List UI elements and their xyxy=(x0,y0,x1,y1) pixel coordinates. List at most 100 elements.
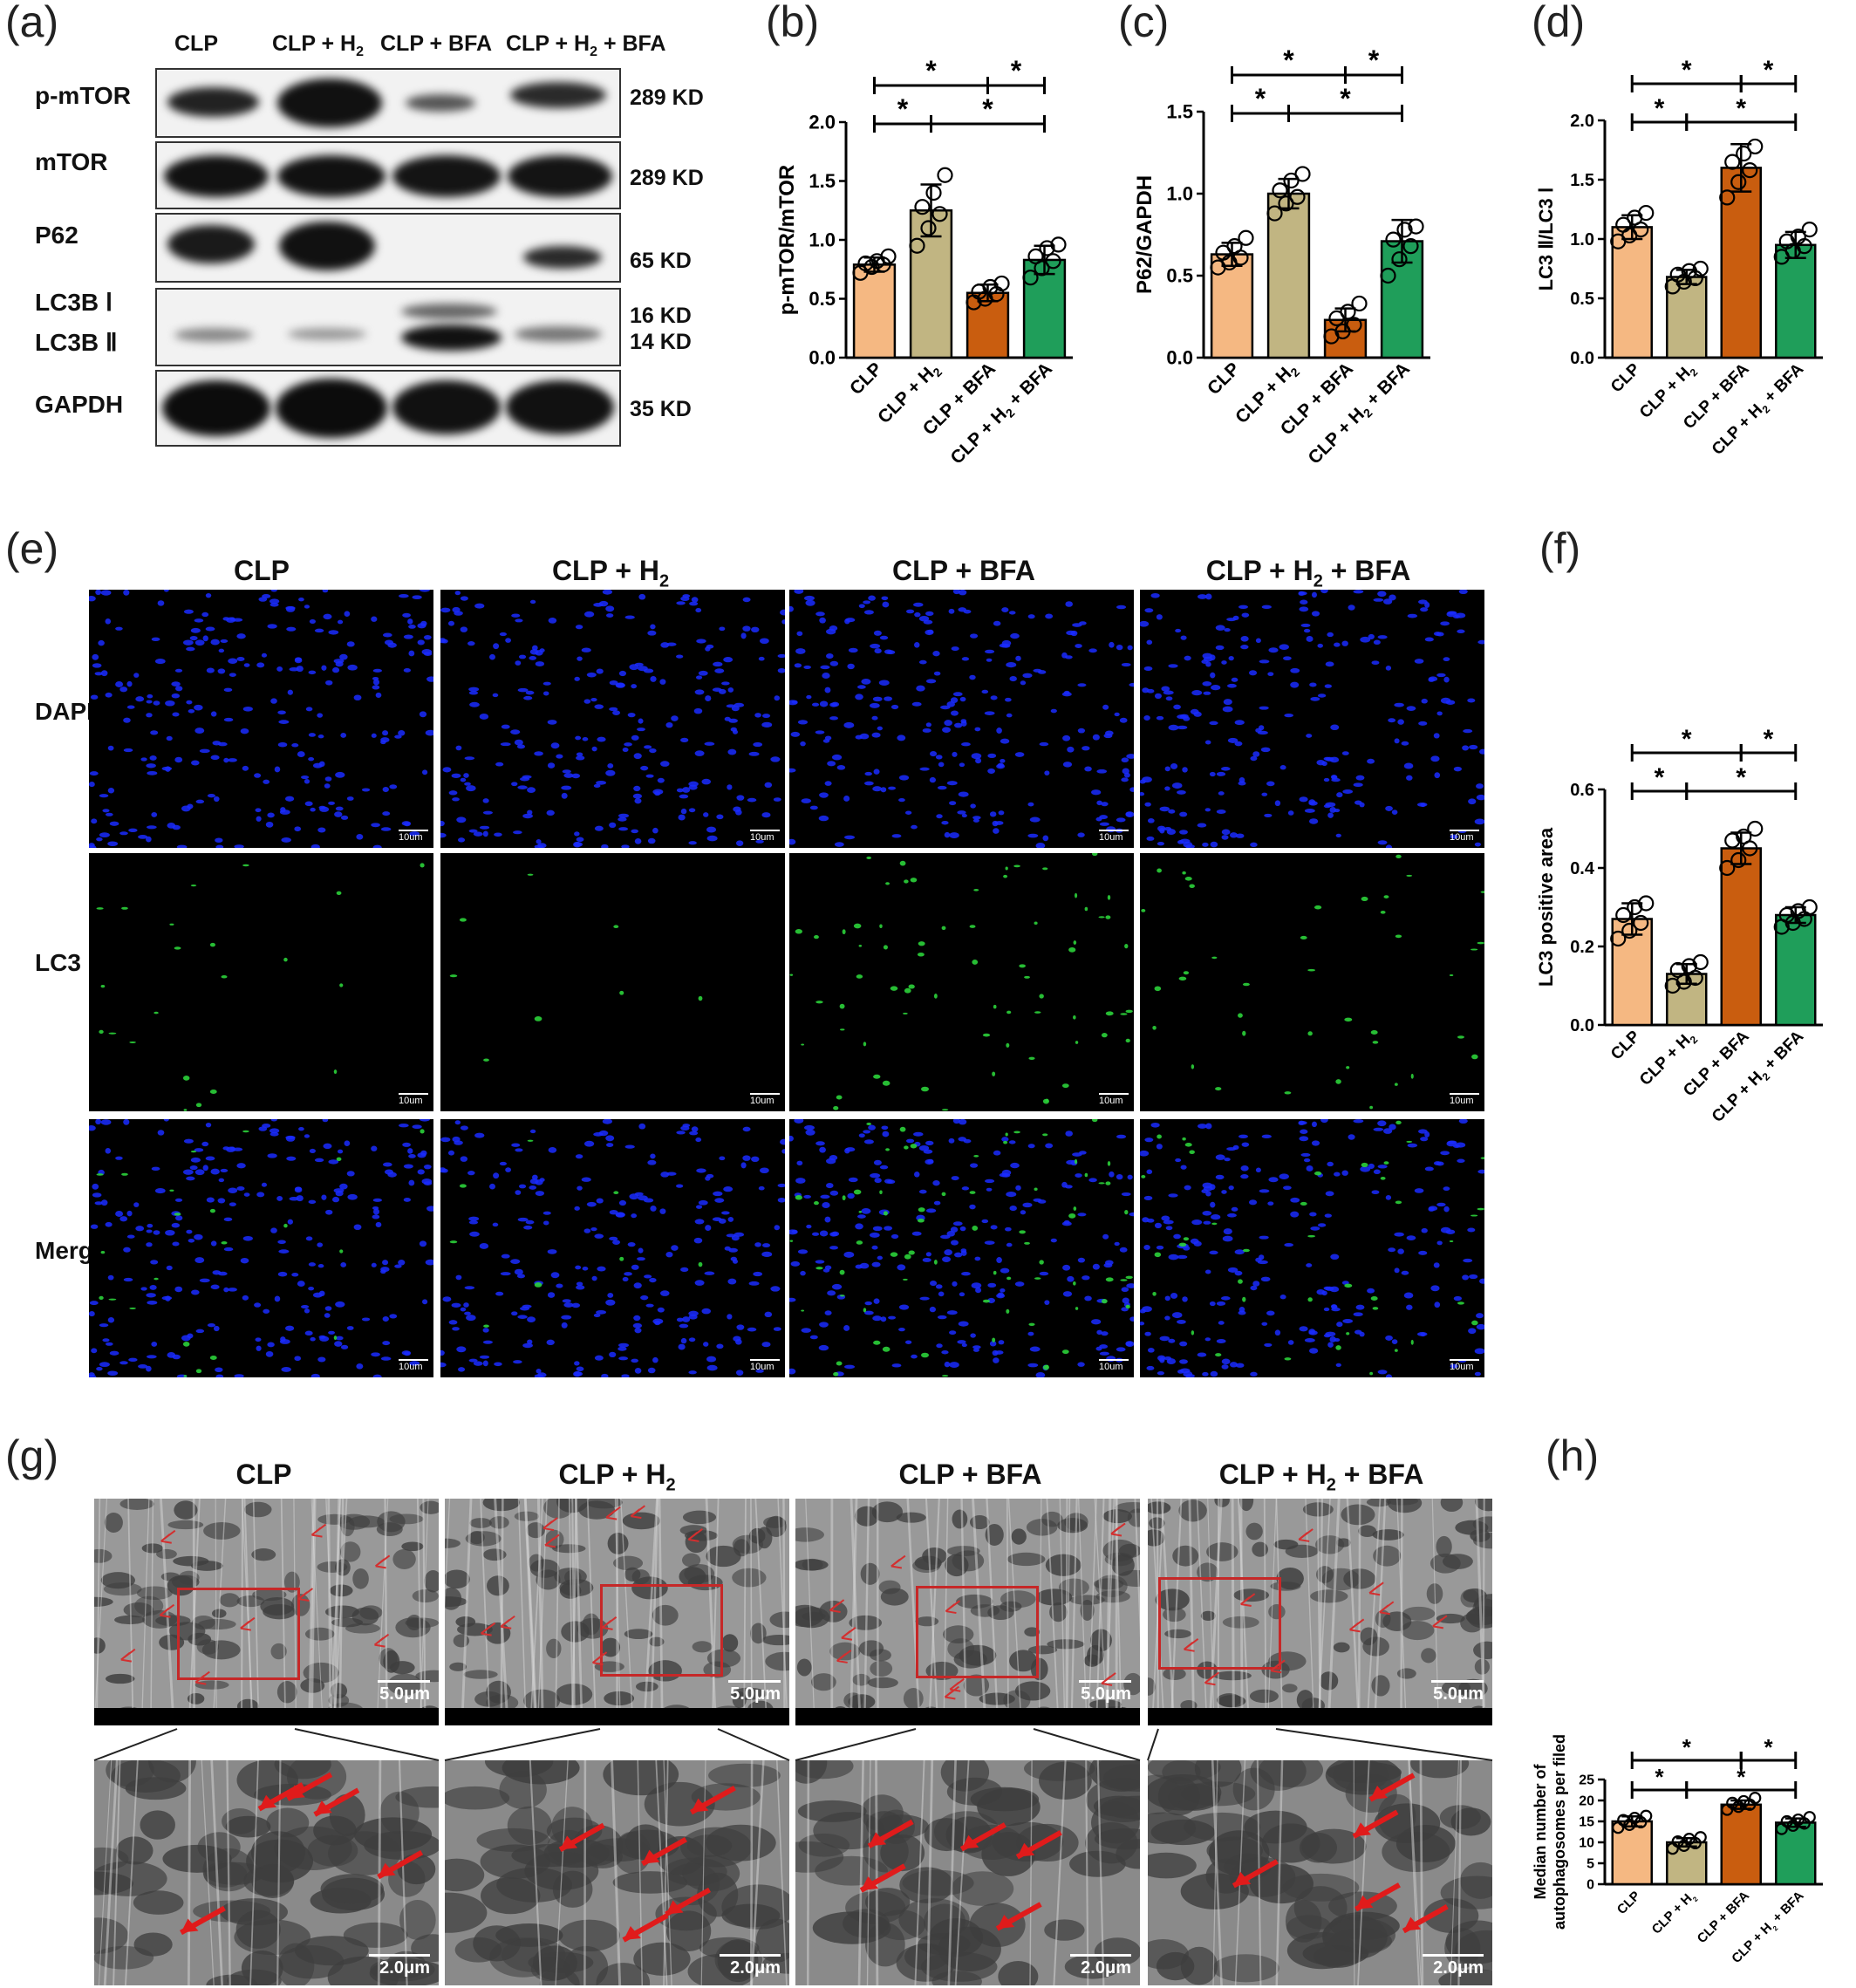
data-point xyxy=(1724,154,1741,170)
significance-star: * xyxy=(1283,44,1294,76)
bar xyxy=(1775,913,1817,1027)
fluorescence-image-merge-1: 10um xyxy=(89,1119,433,1377)
autophagosome-arrow xyxy=(665,1887,712,1917)
wb-label-lc3bii: LC3B Ⅱ xyxy=(35,329,118,356)
data-point xyxy=(1615,216,1632,233)
bar xyxy=(1720,167,1762,359)
autophagosome-arrow xyxy=(687,1528,703,1542)
scale-bar: 10um xyxy=(399,1093,428,1106)
x-tick-label: CLP xyxy=(846,359,886,399)
autophagosome-arrow xyxy=(689,1785,736,1815)
y-tick-label: 0.0 xyxy=(1570,349,1594,368)
bar xyxy=(1611,1820,1653,1886)
data-point xyxy=(1681,263,1697,279)
data-point xyxy=(1749,1792,1762,1805)
autophagosome-arrow xyxy=(542,1517,558,1532)
data-point xyxy=(1736,828,1752,845)
data-point xyxy=(1615,906,1632,924)
autophagosome-arrow xyxy=(1432,1615,1448,1629)
data-point xyxy=(1778,906,1795,924)
em-overview-image-4: 5.0μm xyxy=(1148,1499,1492,1725)
bar xyxy=(1720,1803,1762,1886)
fl-head-clp: CLP xyxy=(234,555,290,586)
data-point xyxy=(1340,304,1356,320)
chart-f-lc3-area: 0.0 0.2 0.4 0.6 LC3 positive area CLP CLP + H2… xyxy=(1535,725,1823,1126)
panel-letter-a: (a) xyxy=(5,0,59,46)
panel-letter-b: (b) xyxy=(766,0,820,46)
data-point xyxy=(920,220,937,236)
significance-star: * xyxy=(1736,94,1746,123)
significance-star: * xyxy=(1682,56,1692,85)
wb-size-gapdh: 35 KD xyxy=(630,397,692,421)
data-point xyxy=(1737,1794,1750,1808)
data-point xyxy=(1790,229,1806,245)
significance-bracket xyxy=(1739,1752,1798,1769)
data-point xyxy=(1396,222,1413,238)
autophagosome-arrow xyxy=(1379,1601,1395,1616)
y-tick-label: 0.5 xyxy=(1166,265,1193,287)
em-zoom-connector-lines xyxy=(93,1728,1493,1761)
y-tick-label: 1.0 xyxy=(1166,183,1193,205)
wb-label-pmtor: p-mTOR xyxy=(35,82,131,109)
y-axis-label: LC3 positive area xyxy=(1535,827,1557,987)
y-tick-label: 0.5 xyxy=(1570,290,1594,309)
fl-head-clp-h2: CLP + H2 xyxy=(551,555,670,591)
data-point xyxy=(993,275,1010,292)
em-head-clp-h2-bfa: CLP + H2 + BFA xyxy=(1218,1459,1424,1495)
scale-bar: 5.0μm xyxy=(378,1680,430,1704)
data-point xyxy=(1617,1814,1630,1827)
data-point xyxy=(1801,898,1818,916)
y-tick-label: 0.0 xyxy=(1166,347,1193,369)
panel-letter-e: (e) xyxy=(5,524,59,573)
bar xyxy=(1266,192,1311,359)
fluorescence-image-dapi-3: 10um xyxy=(789,590,1134,848)
autophagosome-arrow xyxy=(1352,1809,1399,1839)
data-point xyxy=(1621,922,1638,939)
data-point xyxy=(1045,253,1061,270)
significance-star: * xyxy=(1655,763,1665,792)
data-point xyxy=(1719,859,1736,877)
bar xyxy=(1775,243,1817,359)
em-instrument-footer xyxy=(445,1708,789,1725)
autophagosome-arrow xyxy=(310,1523,327,1538)
significance-star: * xyxy=(1682,1734,1692,1760)
data-point xyxy=(1692,260,1709,277)
wb-label-gapdh: GAPDH xyxy=(35,391,124,418)
data-point xyxy=(1681,958,1697,974)
autophagosome-arrow xyxy=(836,1650,852,1663)
data-point xyxy=(1289,188,1306,205)
y-tick-label: 5 xyxy=(1586,1857,1594,1872)
fl-head-clp-bfa: CLP + BFA xyxy=(892,555,1035,586)
connector-line xyxy=(1147,1728,1159,1761)
fl-row-label-lc3: LC3 xyxy=(35,949,81,976)
x-tick-label: CLP + BFA xyxy=(1695,1889,1752,1946)
em-instrument-footer xyxy=(795,1708,1140,1725)
data-point xyxy=(1633,914,1649,932)
wb-size-mtor: 289 KD xyxy=(630,166,704,190)
zoom-region-box xyxy=(600,1584,723,1677)
significance-star: * xyxy=(1255,83,1266,114)
x-tick-label: CLP xyxy=(1614,1889,1643,1917)
y-tick-label: 0 xyxy=(1586,1878,1594,1893)
wb-label-p62: P62 xyxy=(35,222,78,249)
fluorescence-image-lc3-2: 10um xyxy=(440,853,785,1111)
x-tick-label: CLP xyxy=(1607,1027,1644,1063)
fluorescence-image-lc3-1: 10um xyxy=(89,853,433,1111)
data-point xyxy=(1402,238,1419,255)
y-tick-label: 1.5 xyxy=(809,170,836,192)
em-instrument-footer xyxy=(94,1708,439,1725)
wb-head-clp-h2: CLP + H2 xyxy=(272,31,364,59)
data-point xyxy=(1730,851,1747,869)
y-axis-label: P62/GAPDH xyxy=(1133,175,1157,294)
significance-bracket xyxy=(986,77,1046,94)
connector-line xyxy=(1033,1728,1141,1761)
x-tick-label: CLP xyxy=(1204,359,1244,399)
error-bar xyxy=(920,183,942,238)
zoom-region-box xyxy=(916,1586,1039,1678)
significance-bracket xyxy=(1685,782,1798,800)
wb-head-clp-bfa: CLP + BFA xyxy=(380,31,493,56)
scale-bar: 10um xyxy=(399,830,428,843)
significance-bracket xyxy=(1685,113,1798,131)
